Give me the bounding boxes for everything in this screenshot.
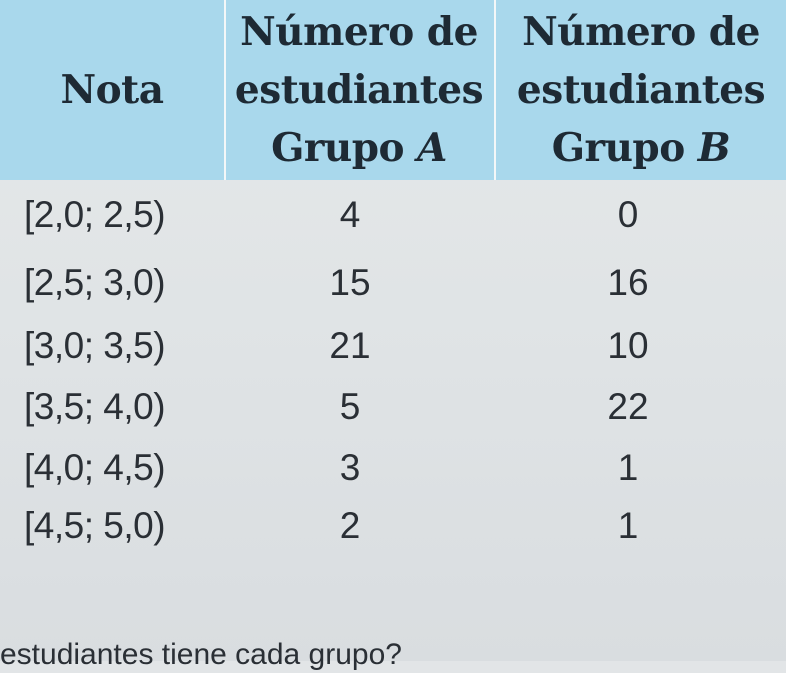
cell-grupo-a: 2 (339, 505, 361, 546)
cell-grupo-b: 0 (617, 194, 639, 235)
cell-grupo-a: 15 (329, 262, 371, 303)
cell-grupo-a: 21 (329, 325, 371, 366)
header-grupo-a-line-1: Número de (240, 9, 478, 55)
table-row: [3,5; 4,0) 5 22 (0, 378, 786, 436)
cell-grupo-a: 5 (339, 386, 361, 427)
header-nota-label: Nota (60, 67, 164, 113)
table-row: [2,5; 3,0) 15 16 (0, 254, 786, 312)
cell-grupo-b: 10 (607, 325, 649, 366)
header-grupo-a: Número de estudiantes Grupo A (224, 0, 494, 180)
table-row: [2,0; 2,5) 4 0 (0, 186, 786, 244)
question-text: estudiantes tiene cada grupo? (0, 638, 402, 671)
header-grupo-b-line-2: estudiantes (516, 67, 766, 113)
header-grupo-a-line-2: estudiantes (234, 67, 484, 113)
header-grupo-b-line-3: Grupo B (552, 119, 731, 177)
cell-grupo-b: 1 (617, 505, 639, 546)
header-grupo-b-letter: B (697, 125, 731, 171)
header-grupo-b: Número de estudiantes Grupo B (496, 0, 786, 180)
table-header (0, 0, 786, 180)
cell-grupo-a: 3 (339, 447, 361, 488)
cell-grupo-a: 4 (339, 194, 361, 235)
cell-nota: [3,0; 3,5) (24, 325, 166, 366)
header-grupo-a-line-3: Grupo A (271, 119, 447, 177)
header-grupo-a-word: Grupo (271, 125, 418, 171)
header-divider (494, 0, 496, 180)
header-divider (224, 0, 226, 180)
header-grupo-b-line-1: Número de (522, 9, 760, 55)
cell-nota: [2,5; 3,0) (24, 262, 166, 303)
header-grupo-b-word: Grupo (551, 125, 698, 171)
table-row: [4,0; 4,5) 3 1 (0, 439, 786, 497)
table-row: [3,0; 3,5) 21 10 (0, 317, 786, 375)
cell-nota: [4,0; 4,5) (24, 447, 166, 488)
table-row: [4,5; 5,0) 2 1 (0, 497, 786, 555)
cell-nota: [4,5; 5,0) (24, 505, 166, 546)
header-nota: Nota (0, 0, 224, 180)
cell-grupo-b: 16 (607, 262, 649, 303)
cell-nota: [2,0; 2,5) (24, 194, 166, 235)
cell-nota: [3,5; 4,0) (24, 386, 166, 427)
cell-grupo-b: 22 (607, 386, 649, 427)
header-grupo-a-letter: A (417, 125, 447, 171)
cell-grupo-b: 1 (617, 447, 639, 488)
